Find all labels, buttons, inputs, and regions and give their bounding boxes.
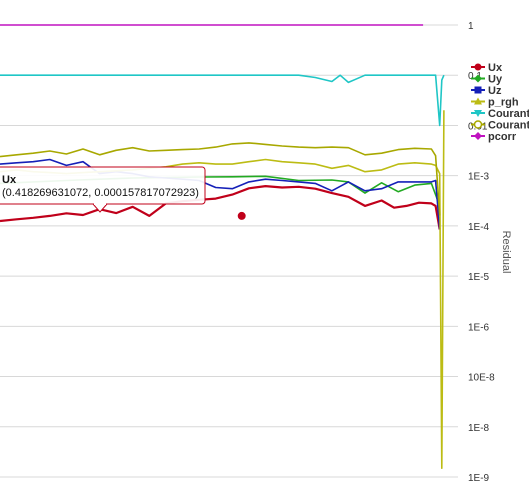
legend-label: Uz: [488, 85, 502, 97]
y-tick-label: 1: [468, 21, 474, 32]
tooltip-highlighted-point[interactable]: [235, 209, 248, 222]
legend-marker: [474, 110, 482, 117]
tooltip: Ux (0.418269631072, 0.000157817072923): [0, 166, 206, 213]
legend-item[interactable]: CourantNumber: [471, 108, 529, 120]
y-tick-label: 1E-6: [468, 322, 490, 333]
y-tick-label: 1E-5: [468, 272, 490, 283]
legend-label: CourantInterface: [488, 120, 529, 132]
legend-marker: [474, 132, 482, 140]
legend-marker: [473, 120, 483, 129]
legend-label: Ux: [488, 62, 503, 74]
legend-marker: [474, 63, 482, 71]
y-tick-label: 1E-8: [468, 423, 490, 434]
series-layer: [0, 24, 445, 469]
tooltip-series-name: Ux: [2, 174, 17, 186]
legend-marker: [474, 74, 482, 83]
y-tick-label: 10E-8: [468, 373, 495, 384]
y-axis-label: Residual: [500, 231, 512, 274]
legend-item[interactable]: Uy: [471, 74, 503, 86]
legend-item[interactable]: Ux: [471, 62, 503, 74]
legend-item[interactable]: Uz: [471, 85, 502, 97]
legend-label: pcorr: [488, 131, 517, 143]
legend-marker: [474, 86, 482, 94]
legend-marker: [474, 97, 482, 105]
gridlines: [0, 24, 458, 478]
y-tick-label: 1E-9: [468, 473, 490, 484]
legend[interactable]: UxUyUzp_rghCourantNumberCourantInterface…: [471, 62, 529, 143]
y-tick-label: 1E-4: [468, 222, 490, 233]
series-line-courantnumber[interactable]: [0, 74, 445, 127]
legend-label: CourantNumber: [488, 108, 529, 120]
y-tick-label: 1E-3: [468, 172, 490, 183]
legend-item[interactable]: pcorr: [471, 131, 517, 143]
y-tick-label: 0.1: [468, 71, 482, 82]
series-line-courantinterface[interactable]: [0, 142, 441, 216]
tooltip-pointer: [92, 203, 108, 213]
series-line-uz[interactable]: [0, 158, 441, 230]
legend-item[interactable]: CourantInterface: [471, 120, 529, 132]
legend-item[interactable]: p_rgh: [471, 97, 519, 109]
legend-label: Uy: [488, 74, 503, 86]
series-line-p-rgh[interactable]: [0, 110, 445, 469]
legend-label: p_rgh: [488, 97, 519, 109]
tooltip-value: (0.418269631072, 0.000157817072923): [2, 187, 199, 199]
series-line-ux[interactable]: [0, 185, 441, 230]
